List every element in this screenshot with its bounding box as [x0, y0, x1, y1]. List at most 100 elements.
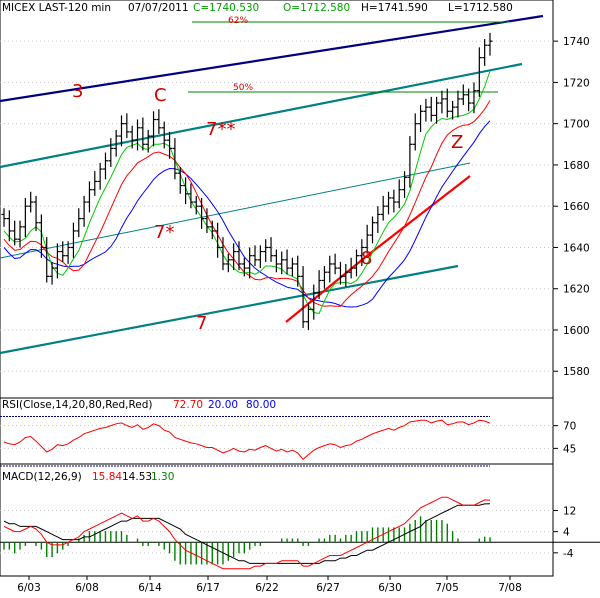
date-tick-label: 6/17 [196, 582, 220, 594]
price-bar [476, 47, 482, 97]
rsi-title: RSI(Close,14,20,80,Red,Red) [2, 399, 153, 411]
price-bar [145, 129, 151, 153]
price-bar [428, 96, 434, 122]
price-axis: 1580 1600 1620 1640 1660 1680 1700 1720 1740 [553, 36, 590, 378]
price-bar [391, 189, 397, 213]
wave-label: 7 [196, 313, 207, 334]
price-bar [386, 191, 392, 215]
date-tick-label: 6/14 [138, 582, 162, 594]
macd-line [3, 496, 491, 570]
price-bar [359, 239, 365, 267]
price-bar [466, 88, 472, 112]
rsi-grid [0, 425, 553, 449]
rsi-tick-label: 70 [563, 421, 576, 433]
price-bar [247, 247, 253, 279]
price-bar [450, 100, 456, 120]
price-bar [6, 210, 12, 242]
price-bar [209, 220, 215, 240]
price-bar [423, 98, 429, 122]
date-tick-label: 6/22 [255, 582, 279, 594]
price-tick-label: 1600 [563, 325, 590, 337]
price-bar [151, 111, 157, 147]
price-bar [471, 82, 477, 114]
date-tick-label: 6/08 [75, 582, 99, 594]
price-bar [236, 241, 242, 271]
date-tick-label: 7/08 [498, 582, 522, 594]
price-bar [108, 138, 114, 167]
price-tick-label: 1700 [563, 119, 590, 131]
fib-label: 62% [228, 16, 248, 26]
price-bar [241, 257, 247, 277]
price-bar [161, 121, 167, 149]
price-bar [129, 125, 135, 149]
price-bar [33, 195, 39, 231]
price-bar [204, 208, 210, 234]
price-bar [284, 249, 290, 275]
price-tick-label: 1620 [563, 284, 590, 296]
macd-tick-label: 12 [563, 505, 576, 517]
macd-panel: -4 4 12 MACD(12,26,9) 15.84 14.53 1.30 [0, 463, 600, 577]
header-open: O=1712.580 [283, 2, 350, 14]
wave-label: Z [451, 132, 463, 153]
price-bar [172, 138, 178, 180]
rsi-level2: 80.00 [246, 399, 276, 411]
price-bar [188, 183, 194, 209]
price-tick-label: 1660 [563, 201, 590, 213]
macd-tick-label: 4 [563, 527, 570, 539]
ma-fast-line [3, 70, 491, 315]
rsi-line [3, 419, 491, 461]
price-bar [118, 115, 124, 147]
channel-mid-line [0, 162, 471, 259]
macd-title: MACD(12,26,9) [2, 471, 82, 483]
wave-label: 7** [206, 119, 235, 140]
price-bar [263, 239, 269, 262]
price-bar [311, 284, 317, 320]
price-bar [444, 88, 450, 118]
price-bar [225, 253, 231, 273]
price-bar [434, 96, 440, 124]
price-bar [364, 224, 370, 254]
price-bar [140, 117, 146, 151]
price-wave-labels: 3 C 7** 7* 7 8 Z [72, 81, 463, 334]
price-bar [124, 113, 130, 139]
price-tick-label: 1580 [563, 366, 590, 378]
date-tick-label: 7/05 [435, 582, 459, 594]
date-tick-label: 6/27 [316, 582, 340, 594]
price-bar [44, 237, 50, 283]
header-date: 07/07/2011 [128, 2, 189, 14]
macd-value: 15.84 [92, 471, 122, 483]
price-tick-label: 1680 [563, 160, 590, 172]
wave-label: 8 [361, 248, 372, 269]
price-bar [76, 208, 82, 238]
price-bar [38, 214, 44, 258]
price-bar [92, 171, 98, 196]
price-bar [321, 266, 327, 289]
price-bar [231, 243, 237, 271]
ma-mid-line [3, 100, 491, 307]
rsi-lines [0, 416, 491, 461]
price-bar [102, 152, 108, 180]
price-bar [177, 166, 183, 194]
price-bar [327, 255, 333, 283]
price-bar [279, 251, 285, 275]
macd-signal-value: 14.53 [122, 471, 152, 483]
price-bar [54, 243, 60, 279]
price-bar [482, 39, 488, 66]
price-bar [65, 241, 71, 264]
price-bar [113, 129, 119, 157]
header-low: L=1712.580 [448, 2, 513, 14]
header-close: C=1740.530 [193, 2, 259, 14]
price-bar [402, 171, 408, 198]
price-bar [22, 197, 28, 238]
price-bar [396, 179, 402, 209]
wave-label: 7* [154, 222, 174, 243]
price-bar [28, 191, 34, 213]
price-bar [215, 222, 221, 258]
macd-panel-frame [0, 463, 554, 577]
channel-top-line [0, 14, 544, 103]
price-bar [17, 220, 23, 248]
fib-label: 50% [233, 83, 253, 93]
price-bar [305, 303, 311, 330]
rsi-tick-label: 45 [563, 443, 576, 455]
price-bar [268, 237, 274, 262]
